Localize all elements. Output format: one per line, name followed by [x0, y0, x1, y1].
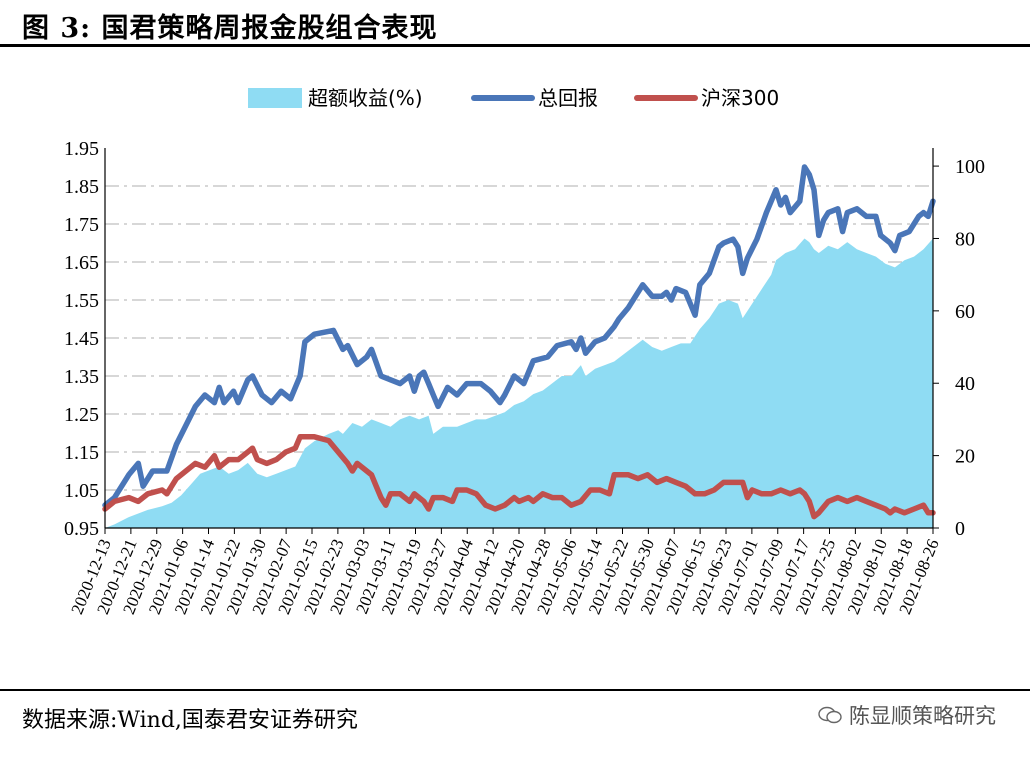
legend-hs300-label: 沪深300: [701, 86, 779, 110]
y-left-tick-label: 1.25: [64, 404, 99, 426]
y-right-tick-label: 20: [955, 446, 975, 468]
legend: 超额收益(%) 总回报 沪深300: [248, 86, 779, 110]
y-left-tick-label: 1.35: [64, 366, 99, 388]
watermark-text: 陈显顺策略研究: [849, 704, 996, 728]
figure-title: 图 3: 国君策略周报金股组合表现: [22, 13, 438, 44]
y-right-tick-label: 40: [955, 373, 975, 395]
y-right-tick-label: 0: [955, 518, 965, 540]
y-right-tick-label: 100: [955, 156, 985, 178]
y-right-tick-label: 60: [955, 301, 975, 323]
chart: 超额收益(%) 总回报 沪深300 0.95 1.05 1.15 1.25 1.35 1.45…: [64, 86, 985, 617]
x-ticks: 2020-12-132020-12-212020-12-292021-01-06…: [67, 528, 943, 617]
y-left-tick-label: 1.05: [64, 480, 99, 502]
line-layer: [102, 164, 936, 520]
y-left-tick-label: 1.65: [64, 252, 99, 274]
y-left-tick-label: 1.75: [64, 214, 99, 236]
footer-rule: [0, 689, 1030, 691]
wechat-icon: [818, 706, 842, 724]
y-left-tick-label: 1.55: [64, 290, 99, 312]
y-left-tick-label: 1.15: [64, 442, 99, 464]
data-source: 数据来源:Wind,国泰君安证券研究: [22, 708, 358, 733]
excess-return-area: [105, 238, 933, 528]
y-left-tick-label: 1.95: [64, 138, 99, 160]
legend-excess-swatch: [248, 88, 302, 108]
total-return-line: [102, 164, 936, 508]
hs300-line: [102, 434, 936, 520]
y-left-ticks: 0.95 1.05 1.15 1.25 1.35 1.45 1.55 1.65 1.75 1.85…: [64, 138, 99, 540]
y-left-tick-label: 0.95: [64, 518, 99, 540]
y-left-tick-label: 1.85: [64, 176, 99, 198]
watermark: 陈显顺策略研究: [817, 700, 996, 730]
y-right-tick-label: 80: [955, 228, 975, 250]
legend-total-label: 总回报: [538, 86, 598, 110]
title-rule: [0, 44, 1030, 47]
legend-excess-label: 超额收益(%): [308, 86, 423, 110]
y-right-ticks: 0 20 40 60 80 100: [933, 156, 985, 540]
y-left-tick-label: 1.45: [64, 328, 99, 350]
excess-area-layer: [105, 238, 933, 528]
